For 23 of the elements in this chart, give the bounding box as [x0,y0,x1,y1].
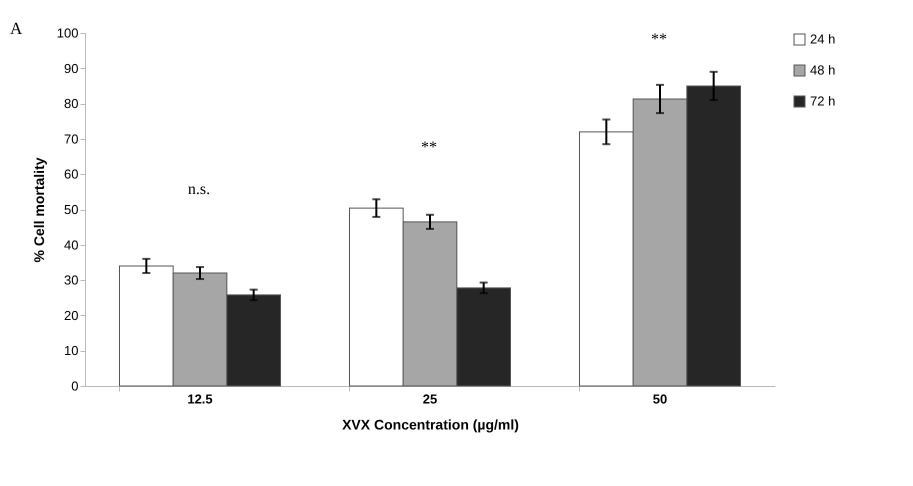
y-tick-label: 30 [64,272,78,288]
y-tick-label: 70 [64,131,78,146]
annotation: ** [651,31,667,48]
y-axis-title: % Cell mortality [30,157,47,263]
y-tick-label: 0 [71,378,78,394]
x-tick-label: 25 [422,392,438,406]
y-tick-label: 60 [64,166,78,182]
annotation: n.s. [188,181,210,198]
y-tick-label: 50 [64,202,78,217]
x-tick-label: 12.5 [187,392,213,406]
y-tick-label: 90 [64,60,78,76]
legend-label: 72 h [810,94,836,108]
text: A [10,19,23,38]
y-tick-label: 20 [64,308,78,323]
y-tick-label: 100 [56,26,78,40]
annotation: ** [421,139,437,156]
x-tick-label: 50 [652,392,668,406]
legend-label: 48 h [810,62,836,78]
x-axis-title: XVX Concentration (µg/ml) [342,416,519,432]
y-tick-label: 80 [64,96,78,112]
y-tick-label: 40 [64,237,78,252]
y-tick-label: 10 [64,343,78,358]
legend-label: 24 h [810,32,836,46]
